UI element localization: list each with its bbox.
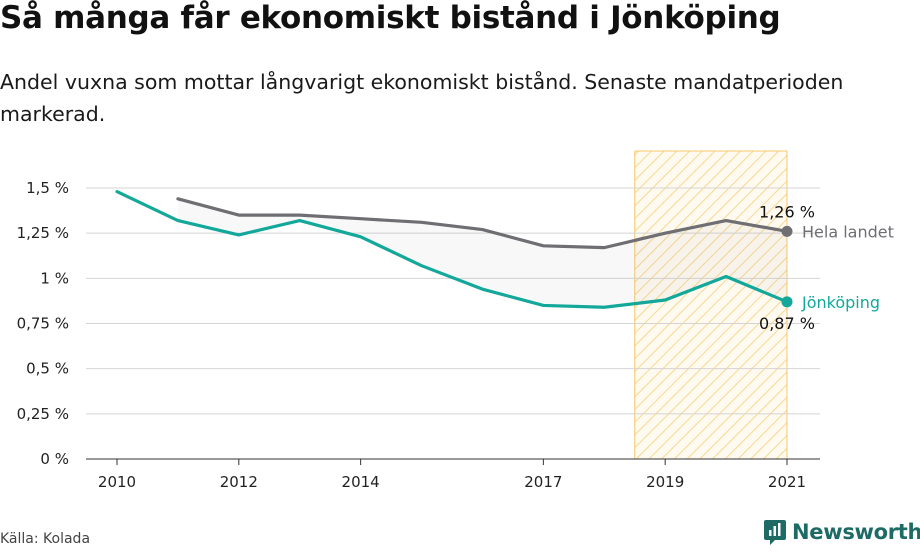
series-label-national: Hela landet [802,222,894,241]
series-line-jonkoping [115,190,789,309]
x-tick-label: 2021 [768,473,806,491]
y-tick-label: 1,25 % [17,224,69,242]
end-marker-jonkoping [781,296,793,308]
y-tick-label: 0 % [40,450,69,468]
y-tick-label: 0,75 % [17,315,69,333]
x-tick-label: 2014 [342,473,380,491]
value-label-national: 1,26 % [759,202,815,221]
chart-title: Så många får ekonomiskt bistånd i Jönköp… [0,0,781,36]
chart-subtitle: Andel vuxna som mottar långvarigt ekonom… [0,70,844,126]
y-tick-label: 1 % [40,269,69,287]
y-tick-label: 0,25 % [17,405,69,423]
value-label-jonkoping: 0,87 % [759,314,815,333]
source-note: Källa: Kolada [0,531,91,547]
x-tick-label: 2017 [524,473,562,491]
x-tick-label: 2012 [220,473,258,491]
gap-area [177,198,788,308]
x-tick-label: 2019 [646,473,684,491]
newsworthy-logo-icon [764,520,786,545]
y-tick-label: 0,5 % [26,360,69,378]
brand-name: Newsworthy [792,520,920,544]
brand-logo: Newsworthy [764,518,920,546]
series-label-jonkoping: Jönköping [801,293,880,312]
highlight-period-hatch [634,151,787,459]
x-tick-label: 2010 [98,473,136,491]
y-tick-label: 1,5 % [26,179,69,197]
end-marker-national [781,225,793,237]
